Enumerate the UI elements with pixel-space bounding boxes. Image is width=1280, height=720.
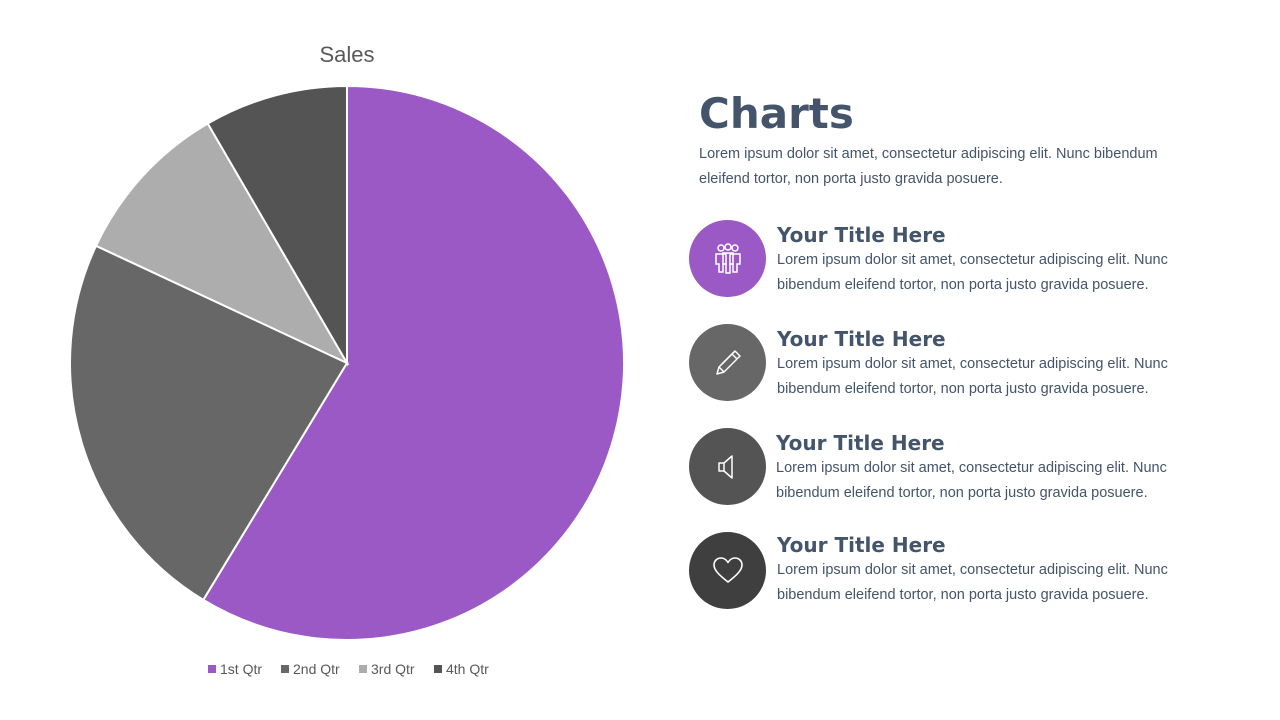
- chart-legend: 1st Qtr 2nd Qtr 3rd Qtr 4th Qtr: [208, 661, 489, 677]
- feature-description: Lorem ipsum dolor sit amet, consectetur …: [777, 356, 1168, 397]
- people-icon: [714, 242, 741, 274]
- pencil-icon: [715, 349, 741, 375]
- pie-slice-4: [206, 84, 348, 367]
- side-panel: Charts Lorem ipsum dolor sit amet, conse…: [689, 88, 1219, 609]
- legend-label-2: 2nd Qtr: [293, 661, 340, 677]
- feature-text: Your Title Here Lorem ipsum dolor sit am…: [777, 326, 1197, 402]
- sales-pie-chart: Sales 1st Qtr 2nd Qtr 3rd Qtr 4th Qtr: [69, 42, 625, 677]
- heart-icon: [712, 556, 743, 583]
- feature-text: Your Title Here Lorem ipsum dolor sit am…: [777, 222, 1197, 298]
- feature-item-4: Your Title Here Lorem ipsum dolor sit am…: [689, 532, 1199, 612]
- feature-icon-circle: [689, 428, 766, 505]
- feature-title: Your Title Here: [777, 533, 946, 557]
- feature-icon-circle: [689, 324, 766, 401]
- feature-title: Your Title Here: [776, 431, 945, 455]
- legend-label-3: 3rd Qtr: [371, 661, 415, 677]
- intro-text: Lorem ipsum dolor sit amet, consectetur …: [699, 146, 1158, 187]
- legend-swatch-2: [281, 665, 289, 673]
- pie-slice-1: [201, 84, 625, 641]
- legend-swatch-1: [208, 665, 216, 673]
- feature-item-1: Your Title Here Lorem ipsum dolor sit am…: [689, 220, 1199, 300]
- feature-description: Lorem ipsum dolor sit amet, consectetur …: [777, 252, 1168, 293]
- page-heading: Charts: [699, 89, 854, 138]
- feature-title: Your Title Here: [777, 223, 946, 247]
- pie-slices: [69, 84, 625, 641]
- feature-icon-circle: [689, 532, 766, 609]
- feature-text: Your Title Here Lorem ipsum dolor sit am…: [776, 430, 1196, 506]
- legend-swatch-3: [359, 665, 367, 673]
- legend-label-4: 4th Qtr: [446, 661, 489, 677]
- legend-swatch-4: [434, 665, 442, 673]
- pie-slice-2: [69, 244, 349, 602]
- feature-item-3: Your Title Here Lorem ipsum dolor sit am…: [689, 428, 1199, 508]
- feature-item-2: Your Title Here Lorem ipsum dolor sit am…: [689, 324, 1199, 404]
- pie-slice-3: [94, 122, 350, 366]
- chart-title: Sales: [319, 42, 374, 67]
- feature-text: Your Title Here Lorem ipsum dolor sit am…: [777, 532, 1197, 608]
- feature-icon-circle: [689, 220, 766, 297]
- feature-description: Lorem ipsum dolor sit amet, consectetur …: [777, 562, 1168, 603]
- legend-label-1: 1st Qtr: [220, 661, 262, 677]
- feature-title: Your Title Here: [777, 327, 946, 351]
- speaker-icon: [717, 454, 733, 479]
- feature-description: Lorem ipsum dolor sit amet, consectetur …: [776, 460, 1167, 501]
